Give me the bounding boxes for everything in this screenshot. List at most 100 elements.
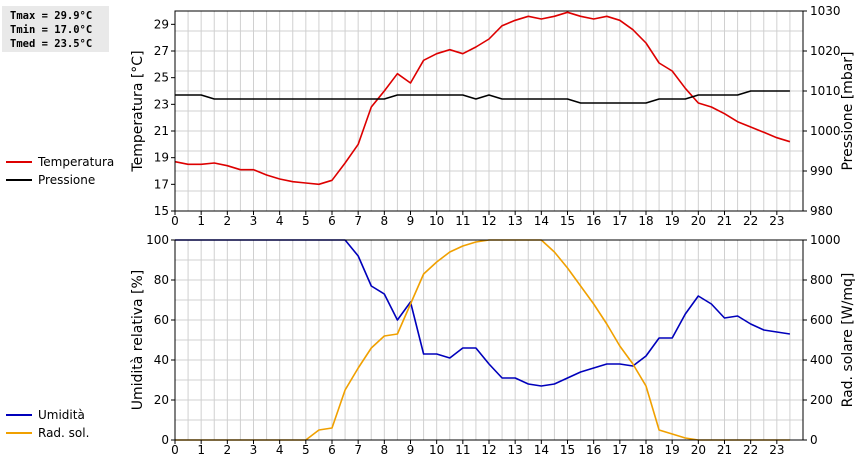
bottom-y-left-tick-label: 60	[154, 313, 169, 327]
top-series-temperatura-line	[174, 11, 791, 186]
bottom-y-right-tick-label: 200	[810, 393, 833, 407]
top-y-right-tick-label: 990	[810, 164, 833, 178]
bottom-x-tick-label: 0	[171, 443, 179, 457]
bottom-series-umidit--line	[175, 239, 791, 387]
bottom-y-left-tick-label: 20	[154, 393, 169, 407]
top-x-tick-label: 0	[171, 214, 179, 228]
bottom-y-left-axis-label: Umidità relativa [%]	[130, 270, 146, 411]
legend-item-pressione: Pressione	[6, 171, 114, 189]
top-x-tick-label: 16	[586, 214, 601, 228]
bottom-x-tick-label: 1	[197, 443, 205, 457]
legend-label-umidita: Umidità	[38, 408, 85, 422]
top-y-right-axis-label: Pressione [mbar]	[840, 51, 856, 170]
top-x-tick-label: 23	[769, 214, 784, 228]
bottom-x-tick-label: 5	[302, 443, 310, 457]
top-x-tick-label: 20	[691, 214, 706, 228]
legend-label-pressione: Pressione	[38, 173, 96, 187]
top-x-tick-label: 15	[560, 214, 575, 228]
bottom-y-left-tick-label: 80	[154, 273, 169, 287]
top-x-tick-label: 3	[250, 214, 258, 228]
bottom-x-tick-label: 15	[560, 443, 575, 457]
bottom-x-tick-label: 3	[250, 443, 258, 457]
bottom-x-tick-label: 10	[429, 443, 444, 457]
top-y-right-tick-label: 1030	[810, 4, 841, 18]
bottom-x-tick-label: 11	[455, 443, 470, 457]
top-x-tick-label: 19	[665, 214, 680, 228]
bottom-x-tick-label: 4	[276, 443, 284, 457]
bottom-y-left-tick-label: 40	[154, 353, 169, 367]
top-x-tick-label: 12	[481, 214, 496, 228]
bottom-x-tick-label: 9	[407, 443, 415, 457]
top-y-left-tick-label: 15	[154, 204, 169, 218]
top-x-tick-label: 10	[429, 214, 444, 228]
top-x-tick-label: 2	[224, 214, 232, 228]
bottom-x-tick-label: 8	[381, 443, 389, 457]
tmed-stat: Tmed = 23.5°C	[10, 38, 93, 50]
bottom-x-tick-label: 22	[743, 443, 758, 457]
top-y-left-axis-label: Temperatura [°C]	[130, 50, 146, 172]
bottom-x-tick-label: 6	[328, 443, 336, 457]
bottom-x-tick-label: 13	[508, 443, 523, 457]
bottom-y-right-tick-label: 1000	[810, 233, 841, 247]
stats-box: Tmax = 29.9°C Tmin = 17.0°C Tmed = 23.5°…	[2, 6, 109, 52]
bottom-x-tick-label: 7	[354, 443, 362, 457]
legend-label-rad-sol: Rad. sol.	[38, 426, 90, 440]
top-y-left-tick-label: 27	[154, 44, 169, 58]
bottom-x-tick-label: 23	[769, 443, 784, 457]
legend-bottom: Umidità Rad. sol.	[6, 406, 89, 442]
top-y-right-tick-label: 980	[810, 204, 833, 218]
legend-item-temperatura: Temperatura	[6, 153, 114, 171]
bottom-y-left-tick-label: 100	[146, 233, 169, 247]
top-x-tick-label: 22	[743, 214, 758, 228]
bottom-x-tick-label: 2	[224, 443, 232, 457]
legend-label-temperatura: Temperatura	[38, 155, 115, 169]
top-y-left-tick-label: 29	[154, 17, 169, 31]
legend-item-rad-sol: Rad. sol.	[6, 424, 89, 442]
top-y-right-tick-label: 1020	[810, 44, 841, 58]
bottom-x-tick-label: 17	[612, 443, 627, 457]
top-x-tick-label: 13	[508, 214, 523, 228]
bottom-x-tick-label: 19	[665, 443, 680, 457]
tmin-stat: Tmin = 17.0°C	[10, 24, 93, 36]
bottom-x-tick-label: 14	[534, 443, 549, 457]
bottom-x-tick-label: 21	[717, 443, 732, 457]
bottom-x-tick-label: 18	[638, 443, 653, 457]
top-x-tick-label: 8	[381, 214, 389, 228]
bottom-y-right-tick-label: 400	[810, 353, 833, 367]
legend-swatch-rad-sol	[6, 432, 32, 434]
top-x-tick-label: 17	[612, 214, 627, 228]
legend-swatch-temperatura	[6, 161, 32, 163]
top-x-tick-label: 21	[717, 214, 732, 228]
bottom-y-right-tick-label: 600	[810, 313, 833, 327]
top-y-left-tick-label: 23	[154, 97, 169, 111]
bottom-y-left-tick-label: 0	[161, 433, 169, 447]
top-y-left-tick-label: 25	[154, 71, 169, 85]
top-y-right-tick-label: 1010	[810, 84, 841, 98]
bottom-x-tick-label: 20	[691, 443, 706, 457]
top-x-tick-label: 1	[197, 214, 205, 228]
top-y-left-tick-label: 17	[154, 177, 169, 191]
top-x-tick-label: 14	[534, 214, 549, 228]
top-y-left-tick-label: 21	[154, 124, 169, 138]
top-x-tick-label: 7	[354, 214, 362, 228]
top-y-right-tick-label: 1000	[810, 124, 841, 138]
top-x-tick-label: 4	[276, 214, 284, 228]
legend-swatch-umidita	[6, 414, 32, 416]
top-x-tick-label: 5	[302, 214, 310, 228]
legend-top: Temperatura Pressione	[6, 153, 114, 189]
bottom-y-right-axis-label: Rad. solare [W/mq]	[840, 273, 856, 408]
top-x-tick-label: 9	[407, 214, 415, 228]
bottom-y-right-tick-label: 0	[810, 433, 818, 447]
top-y-left-tick-label: 19	[154, 151, 169, 165]
legend-item-umidita: Umidità	[6, 406, 89, 424]
top-x-tick-label: 6	[328, 214, 336, 228]
tmax-stat: Tmax = 29.9°C	[10, 10, 93, 22]
top-series-pressione-line	[175, 90, 790, 104]
top-x-tick-label: 11	[455, 214, 470, 228]
bottom-x-tick-label: 16	[586, 443, 601, 457]
legend-swatch-pressione	[6, 179, 32, 181]
bottom-y-right-tick-label: 800	[810, 273, 833, 287]
top-x-tick-label: 18	[638, 214, 653, 228]
bottom-x-tick-label: 12	[481, 443, 496, 457]
